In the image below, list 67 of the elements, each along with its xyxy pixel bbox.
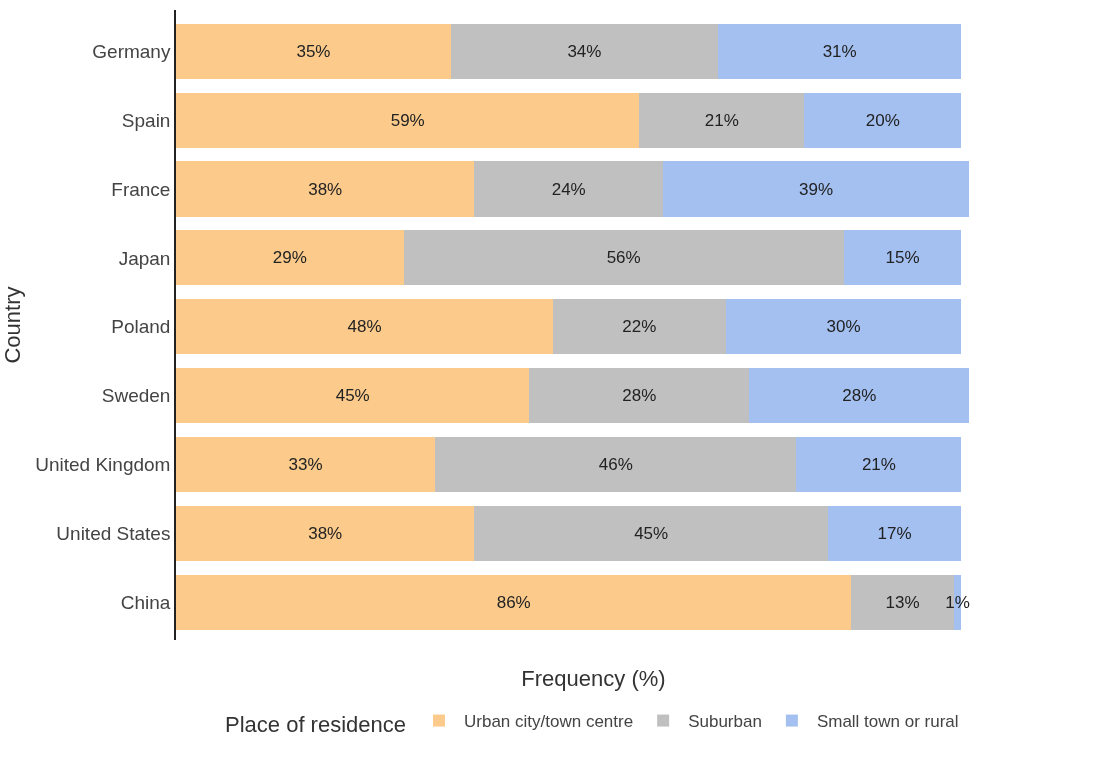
data-label: 39%	[799, 179, 834, 199]
bar	[176, 230, 404, 286]
data-label: 21%	[704, 110, 739, 130]
bar	[403, 230, 844, 286]
bar	[435, 436, 797, 492]
data-label: 34%	[567, 41, 602, 61]
y-tick-label: Poland	[111, 316, 171, 338]
bar	[450, 23, 718, 79]
data-label: 56%	[606, 248, 641, 268]
legend-title: Place of residence	[225, 711, 406, 737]
data-label: 45%	[335, 386, 370, 406]
data-label: 33%	[288, 454, 323, 474]
data-label: 30%	[826, 317, 861, 337]
y-tick-label: China	[120, 591, 171, 613]
legend-label: Suburban	[688, 712, 762, 732]
data-label: 38%	[308, 179, 343, 199]
data-label: 35%	[296, 41, 331, 61]
y-tick-label: Japan	[118, 247, 171, 269]
legend-label: Urban city/town centre	[464, 712, 634, 732]
y-tick-label: France	[111, 178, 171, 200]
data-label: 24%	[551, 179, 586, 199]
bar	[176, 161, 475, 217]
y-axis-title: Country	[0, 286, 25, 364]
data-label: 28%	[622, 386, 657, 406]
data-label: 13%	[885, 592, 920, 612]
y-tick-label: United States	[56, 522, 171, 544]
bar	[176, 23, 451, 79]
data-label: 38%	[308, 523, 343, 543]
data-label: 59%	[390, 110, 425, 130]
bar	[176, 505, 475, 561]
bar	[552, 299, 726, 355]
data-label: 46%	[598, 454, 633, 474]
bar	[639, 92, 805, 148]
bar	[725, 299, 962, 355]
data-label: 48%	[347, 317, 382, 337]
y-tick-label: United Kingdom	[35, 454, 171, 476]
data-label: 31%	[822, 41, 857, 61]
bar	[827, 505, 962, 561]
y-tick-label: Spain	[121, 109, 171, 131]
bar	[176, 574, 852, 630]
bar	[749, 368, 970, 424]
data-label: 17%	[877, 523, 912, 543]
bar	[176, 368, 530, 424]
bar	[474, 161, 663, 217]
bar	[662, 161, 970, 217]
bar	[804, 92, 962, 148]
bar	[176, 92, 640, 148]
bar	[529, 368, 750, 424]
bar	[176, 436, 436, 492]
legend-label: Small town or rural	[816, 712, 959, 732]
bar	[843, 230, 962, 286]
bar	[474, 505, 828, 561]
data-label: 21%	[861, 454, 896, 474]
data-label: 28%	[842, 386, 877, 406]
data-label: 1%	[945, 592, 970, 612]
x-axis-title: Frequency (%)	[521, 665, 666, 691]
data-label: 20%	[865, 110, 900, 130]
data-label: 22%	[622, 317, 657, 337]
data-label: 15%	[885, 248, 920, 268]
data-label: 86%	[496, 592, 531, 612]
bar	[717, 23, 962, 79]
bar	[176, 299, 553, 355]
data-label: 29%	[272, 248, 307, 268]
y-tick-label: Sweden	[101, 385, 171, 407]
bar	[796, 436, 962, 492]
data-label: 45%	[634, 523, 669, 543]
y-tick-label: Germany	[92, 40, 171, 62]
